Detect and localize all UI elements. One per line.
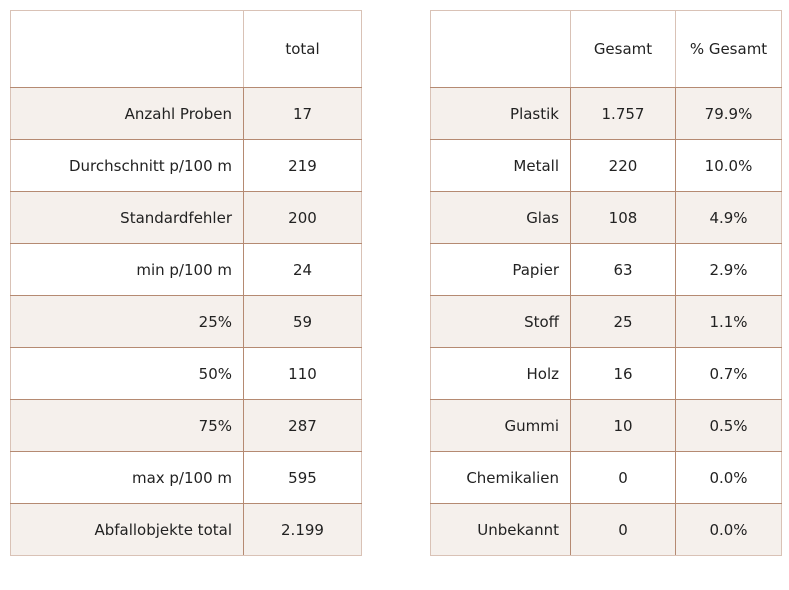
row-label-cell: 25% (10, 295, 244, 348)
table-row: Anzahl Proben 17 (10, 87, 362, 140)
header-cell-label (430, 10, 571, 88)
row-label-cell: Gummi (430, 399, 571, 452)
table-row: max p/100 m 595 (10, 451, 362, 504)
table-row: Holz 16 0.7% (430, 347, 782, 400)
row-label-cell: max p/100 m (10, 451, 244, 504)
row-label-cell: 75% (10, 399, 244, 452)
row-label-cell: Metall (430, 139, 571, 192)
row-pct-cell: 10.0% (675, 139, 782, 192)
summary-stats-table: total Anzahl Proben 17 Durchschnitt p/100 … (10, 10, 362, 556)
table-row: Abfallobjekte total 2.199 (10, 503, 362, 556)
row-total-cell: 59 (243, 295, 362, 348)
table-row: Unbekannt 0 0.0% (430, 503, 782, 556)
row-label-cell: Chemikalien (430, 451, 571, 504)
row-total-cell: 2.199 (243, 503, 362, 556)
row-label-cell: Abfallobjekte total (10, 503, 244, 556)
row-pct-cell: 1.1% (675, 295, 782, 348)
row-gesamt-cell: 10 (570, 399, 676, 452)
summary-stats-body: total Anzahl Proben 17 Durchschnitt p/100 … (10, 10, 362, 556)
row-gesamt-cell: 0 (570, 451, 676, 504)
row-gesamt-cell: 1.757 (570, 87, 676, 140)
header-cell-total: total (243, 10, 362, 88)
table-row: Chemikalien 0 0.0% (430, 451, 782, 504)
row-label-cell: min p/100 m (10, 243, 244, 296)
row-pct-cell: 79.9% (675, 87, 782, 140)
row-total-cell: 287 (243, 399, 362, 452)
row-pct-cell: 0.5% (675, 399, 782, 452)
table-row: 25% 59 (10, 295, 362, 348)
row-label-cell: Glas (430, 191, 571, 244)
row-pct-cell: 0.7% (675, 347, 782, 400)
table-row: Durchschnitt p/100 m 219 (10, 139, 362, 192)
table-row: Metall 220 10.0% (430, 139, 782, 192)
material-breakdown-table: Gesamt % Gesamt Plastik 1.757 79.9% Metall 2… (430, 10, 782, 556)
row-pct-cell: 0.0% (675, 451, 782, 504)
material-breakdown-body: Gesamt % Gesamt Plastik 1.757 79.9% Metall 2… (430, 10, 782, 556)
table-row: Plastik 1.757 79.9% (430, 87, 782, 140)
table-row: Standardfehler 200 (10, 191, 362, 244)
table-row: min p/100 m 24 (10, 243, 362, 296)
row-gesamt-cell: 108 (570, 191, 676, 244)
row-gesamt-cell: 16 (570, 347, 676, 400)
row-pct-cell: 2.9% (675, 243, 782, 296)
row-label-cell: Anzahl Proben (10, 87, 244, 140)
row-total-cell: 17 (243, 87, 362, 140)
row-total-cell: 24 (243, 243, 362, 296)
table-row: 75% 287 (10, 399, 362, 452)
row-label-cell: Durchschnitt p/100 m (10, 139, 244, 192)
row-gesamt-cell: 25 (570, 295, 676, 348)
table-header-row: Gesamt % Gesamt (430, 10, 782, 88)
row-gesamt-cell: 63 (570, 243, 676, 296)
header-cell-label (10, 10, 244, 88)
row-label-cell: 50% (10, 347, 244, 400)
row-total-cell: 595 (243, 451, 362, 504)
row-pct-cell: 0.0% (675, 503, 782, 556)
row-pct-cell: 4.9% (675, 191, 782, 244)
table-row: Papier 63 2.9% (430, 243, 782, 296)
row-label-cell: Holz (430, 347, 571, 400)
table-header-row: total (10, 10, 362, 88)
row-label-cell: Plastik (430, 87, 571, 140)
row-total-cell: 110 (243, 347, 362, 400)
row-gesamt-cell: 0 (570, 503, 676, 556)
header-cell-pct-gesamt: % Gesamt (675, 10, 782, 88)
table-row: Gummi 10 0.5% (430, 399, 782, 452)
table-row: 50% 110 (10, 347, 362, 400)
header-cell-gesamt: Gesamt (570, 10, 676, 88)
row-gesamt-cell: 220 (570, 139, 676, 192)
row-label-cell: Papier (430, 243, 571, 296)
table-row: Glas 108 4.9% (430, 191, 782, 244)
row-total-cell: 219 (243, 139, 362, 192)
row-label-cell: Unbekannt (430, 503, 571, 556)
row-label-cell: Stoff (430, 295, 571, 348)
row-label-cell: Standardfehler (10, 191, 244, 244)
row-total-cell: 200 (243, 191, 362, 244)
table-row: Stoff 25 1.1% (430, 295, 782, 348)
